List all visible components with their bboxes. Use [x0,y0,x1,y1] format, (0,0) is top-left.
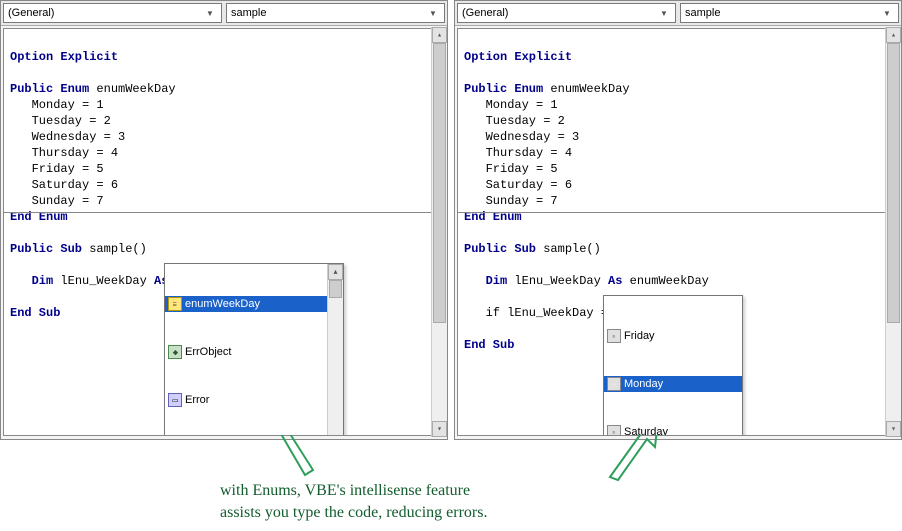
code-text: Friday = 5 [10,162,104,176]
scope-dropdown[interactable]: (General) ▼ [3,3,222,23]
code-text: Thursday = 4 [10,146,118,160]
intellisense-label: ErrObject [185,344,231,360]
proc-divider [458,212,898,213]
proc-divider [4,212,444,213]
code-text: Tuesday = 2 [10,114,111,128]
scope-dropdown-label: (General) [462,7,508,19]
scope-dropdown-label: (General) [8,7,54,19]
code-editor-left[interactable]: Option Explicit Public Enum enumWeekDay … [3,28,445,436]
intellisense-item[interactable]: ▭ Error [165,392,327,408]
code-pane-right: (General) ▼ sample ▼ Option Explicit Pub… [454,0,902,440]
code-text: Monday = 1 [10,98,104,112]
scroll-thumb[interactable] [433,43,446,323]
code-editor-right[interactable]: Option Explicit Public Enum enumWeekDay … [457,28,899,436]
code-kw: Option Explicit [464,50,572,64]
scroll-thumb[interactable] [887,43,900,323]
intellisense-label: Friday [624,328,655,344]
code-kw: End Sub [464,338,514,352]
code-text: Wednesday = 3 [10,130,125,144]
class-icon: ◆ [168,345,182,359]
intellisense-item[interactable]: ◆ ErrObject [165,344,327,360]
code-kw: Dim [464,274,507,288]
code-kw: Option Explicit [10,50,118,64]
procedure-dropdown[interactable]: sample ▼ [680,3,899,23]
code-text: enumWeekDay [622,274,708,288]
code-text: sample() [82,242,147,256]
toolbar-right: (General) ▼ sample ▼ [455,1,901,26]
caption-line: with Enums, VBE's intellisense feature [220,480,720,502]
procedure-dropdown-label: sample [231,7,266,19]
code-kw: Public Sub [10,242,82,256]
code-kw: Public Enum [464,82,543,96]
editor-scrollbar[interactable]: ▴ ▾ [885,27,901,437]
module-icon: ▭ [168,393,182,407]
code-text: sample() [536,242,601,256]
intellisense-item[interactable]: ▫ Monday [604,376,742,392]
scope-dropdown[interactable]: (General) ▼ [457,3,676,23]
intellisense-item[interactable]: ≡ enumWeekDay [165,296,327,312]
scroll-up-icon[interactable]: ▴ [328,264,343,280]
intellisense-popup-left: ≡ enumWeekDay ◆ ErrObject ▭ Error ◆ Erro… [164,263,344,436]
code-kw: End Sub [10,306,60,320]
code-text: Tuesday = 2 [464,114,565,128]
scroll-down-icon[interactable]: ▾ [432,421,447,437]
chevron-down-icon: ▼ [203,9,217,18]
intellisense-label: enumWeekDay [185,296,260,312]
code-text: Thursday = 4 [464,146,572,160]
scroll-down-icon[interactable]: ▾ [886,421,901,437]
scroll-thumb[interactable] [329,280,342,298]
member-icon: ▫ [607,329,621,343]
annotation-caption: with Enums, VBE's intellisense feature a… [220,480,720,524]
member-icon: ▫ [607,425,621,436]
code-text: Saturday = 6 [464,178,572,192]
code-text: Saturday = 6 [10,178,118,192]
code-text: enumWeekDay [89,82,175,96]
procedure-dropdown[interactable]: sample ▼ [226,3,445,23]
intellisense-label: Error [185,392,209,408]
popup-scrollbar[interactable]: ▴ ▾ [327,264,343,436]
scroll-up-icon[interactable]: ▴ [432,27,447,43]
code-text: lEnu_WeekDay [53,274,154,288]
code-text: Monday = 1 [464,98,558,112]
chevron-down-icon: ▼ [426,9,440,18]
toolbar-left: (General) ▼ sample ▼ [1,1,447,26]
code-kw: Public Sub [464,242,536,256]
intellisense-item[interactable]: ▫ Saturday [604,424,742,436]
scroll-up-icon[interactable]: ▴ [886,27,901,43]
code-kw: Public Enum [10,82,89,96]
code-text: if lEnu_WeekDay = [464,306,608,320]
code-kw: Dim [10,274,53,288]
code-text: Sunday = 7 [464,194,558,208]
chevron-down-icon: ▼ [657,9,671,18]
code-text: Friday = 5 [464,162,558,176]
code-text: lEnu_WeekDay [507,274,608,288]
intellisense-popup-right: ▫ Friday ▫ Monday ▫ Saturday ▫ Sunday ▫ … [603,295,743,436]
intellisense-item[interactable]: ▫ Friday [604,328,742,344]
code-text: Wednesday = 3 [464,130,579,144]
procedure-dropdown-label: sample [685,7,720,19]
chevron-down-icon: ▼ [880,9,894,18]
code-kw: As [608,274,622,288]
member-icon: ▫ [607,377,621,391]
editor-scrollbar[interactable]: ▴ ▾ [431,27,447,437]
code-text: enumWeekDay [543,82,629,96]
intellisense-label: Monday [624,376,663,392]
enum-icon: ≡ [168,297,182,311]
intellisense-label: Saturday [624,424,668,436]
caption-line: assists you type the code, reducing erro… [220,502,720,524]
code-pane-left: (General) ▼ sample ▼ Option Explicit Pub… [0,0,448,440]
code-text: Sunday = 7 [10,194,104,208]
